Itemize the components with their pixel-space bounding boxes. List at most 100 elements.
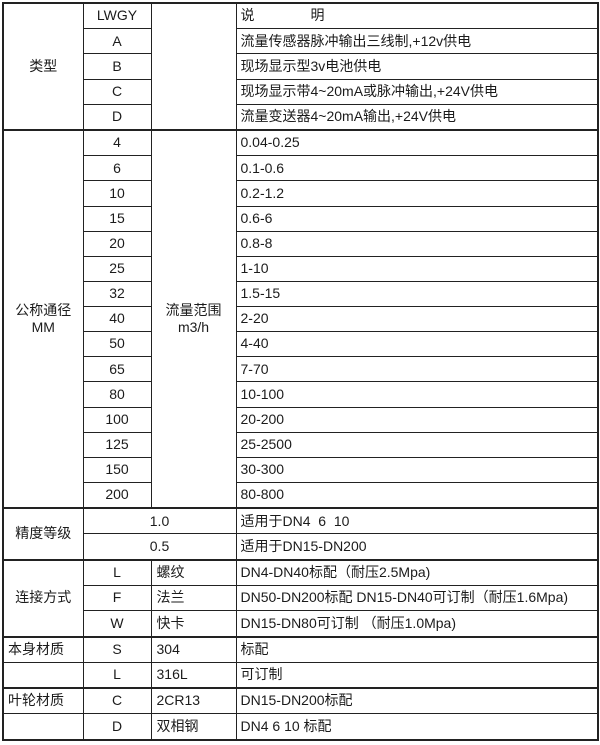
table-row: 6 0.1-0.6 [3, 155, 599, 182]
diameter-label-line1: 公称通径 [15, 301, 72, 318]
dn-cell: 150 [82, 456, 152, 483]
material-desc-cell: DN4 6 10 标配 [235, 713, 599, 741]
flow-range-cell: 80-800 [235, 481, 599, 509]
flow-range-cell: 30-300 [235, 456, 599, 483]
dn-cell: 10 [82, 180, 152, 207]
empty-label-cell [2, 713, 84, 741]
table-row: W 快卡 DN15-DN80可订制 （耐压1.0Mpa) [3, 610, 599, 637]
material-desc-cell: DN15-DN200标配 [235, 687, 599, 715]
flow-range-label: 流量范围 m3/h [150, 128, 237, 509]
connection-code-cell: W [82, 610, 152, 637]
table-row: A 流量传感器脉冲输出三线制,+12v供电 [3, 28, 599, 55]
table-row: L 316L 可订制 [2, 661, 599, 689]
table-row: 25 1-10 [3, 255, 599, 282]
type-code-cell: A [82, 28, 152, 55]
diameter-label-line2: MM [31, 319, 55, 336]
type-code-cell: B [82, 53, 152, 80]
type-desc-cell: 流量传感器脉冲输出三线制,+12v供电 [235, 28, 599, 55]
type-desc-cell: 现场显示型3v电池供电 [235, 53, 599, 80]
flow-range-cell: 0.2-1.2 [235, 180, 599, 207]
table-row: 40 2-20 [3, 306, 599, 333]
type-code-cell: C [82, 78, 152, 105]
connection-desc-cell: DN50-DN200标配 DN15-DN40可订制（耐压1.6Mpa) [235, 585, 599, 612]
flow-range-cell: 7-70 [235, 356, 599, 383]
connection-name-cell: 快卡 [150, 610, 237, 637]
table-row: 15 0.6-6 [3, 205, 599, 232]
accuracy-value-cell: 0.5 [82, 533, 237, 561]
table-row: 150 30-300 [3, 456, 599, 483]
flow-range-label-line1: 流量范围 [165, 301, 222, 318]
connection-desc-cell: DN4-DN40标配（耐压2.5Mpa) [235, 558, 599, 587]
accuracy-section-label: 精度等级 [2, 507, 84, 561]
table-row: C 现场显示带4~20mA或脉冲输出,+24V供电 [3, 78, 599, 105]
flow-range-cell: 1.5-15 [235, 280, 599, 308]
connection-name-cell: 法兰 [150, 585, 237, 612]
table-row: D 流量变送器4~20mA输出,+24V供电 [3, 103, 599, 131]
dn-cell: 200 [82, 481, 152, 509]
flow-range-cell: 0.6-6 [235, 205, 599, 232]
table-row: 100 20-200 [3, 406, 599, 433]
flow-range-cell: 0.8-8 [235, 230, 599, 257]
flow-range-label-line2: m3/h [177, 319, 210, 336]
table-row: 0.5 适用于DN15-DN200 [3, 533, 599, 561]
table-row: 65 7-70 [3, 356, 599, 383]
flow-range-cell: 4-40 [235, 331, 599, 358]
diameter-section-label: 公称通径 MM [2, 128, 84, 509]
dn-cell: 15 [82, 205, 152, 232]
accuracy-value-cell: 1.0 [82, 507, 237, 535]
connection-desc-cell: DN15-DN80可订制 （耐压1.0Mpa) [235, 610, 599, 637]
table-row: 50 4-40 [3, 331, 599, 358]
connection-section-label: 连接方式 [2, 558, 84, 637]
table-row: 类型 LWGY 说 明 [2, 2, 599, 131]
flow-range-cell: 25-2500 [235, 431, 599, 458]
material-name-cell: 双相钢 [150, 713, 237, 741]
dn-cell: 32 [82, 280, 152, 308]
flow-range-cell: 2-20 [235, 306, 599, 333]
material-name-cell: 2CR13 [150, 687, 237, 715]
table-row: 80 10-100 [3, 381, 599, 408]
flow-range-cell: 1-10 [235, 255, 599, 282]
type-code-cell: D [82, 103, 152, 131]
table-row: 20 0.8-8 [3, 230, 599, 257]
connection-name-cell: 螺纹 [150, 558, 237, 587]
table-row: 125 25-2500 [3, 431, 599, 458]
table-row: F 法兰 DN50-DN200标配 DN15-DN40可订制（耐压1.6Mpa) [3, 585, 599, 612]
material-code-cell: S [82, 635, 152, 663]
desc-header-cell: 说 明 [235, 2, 599, 30]
material-code-cell: D [82, 713, 152, 741]
table-row: 本身材质 S 304 标配 [2, 635, 599, 663]
dn-cell: 100 [82, 406, 152, 433]
table-row: 精度等级 1.0 适用于DN4 6 10 [2, 507, 599, 561]
material-desc-cell: 可订制 [235, 661, 599, 689]
dn-cell: 40 [82, 306, 152, 333]
material-code-cell: L [82, 661, 152, 689]
flow-range-cell: 10-100 [235, 381, 599, 408]
dn-cell: 80 [82, 381, 152, 408]
material-code-cell: C [82, 687, 152, 715]
dn-cell: 25 [82, 255, 152, 282]
material-desc-cell: 标配 [235, 635, 599, 663]
accuracy-desc-cell: 适用于DN15-DN200 [235, 533, 599, 561]
dn-cell: 125 [82, 431, 152, 458]
table-row: 200 80-800 [3, 481, 599, 509]
type-empty-cell [150, 2, 237, 131]
impeller-material-section-label: 叶轮材质 [2, 687, 84, 715]
table-row: 连接方式 L 螺纹 DN4-DN40标配（耐压2.5Mpa) [2, 558, 599, 637]
table-row: 叶轮材质 C 2CR13 DN15-DN200标配 [2, 687, 599, 715]
material-name-cell: 316L [150, 661, 237, 689]
type-desc-cell: 流量变送器4~20mA输出,+24V供电 [235, 103, 599, 131]
flow-range-cell: 0.1-0.6 [235, 155, 599, 182]
dn-cell: 50 [82, 331, 152, 358]
accuracy-desc-cell: 适用于DN4 6 10 [235, 507, 599, 535]
dn-cell: 65 [82, 356, 152, 383]
dn-cell: 20 [82, 230, 152, 257]
table-row: 32 1.5-15 [3, 280, 599, 308]
table-row: D 双相钢 DN4 6 10 标配 [2, 713, 599, 741]
empty-label-cell [2, 661, 84, 689]
type-section-label: 类型 [2, 2, 84, 131]
table-row: 公称通径 MM 4 流量范围 m3/h 0.04-0.25 [2, 128, 599, 509]
body-material-section-label: 本身材质 [2, 635, 84, 663]
flow-range-cell: 20-200 [235, 406, 599, 433]
connection-code-cell: F [82, 585, 152, 612]
